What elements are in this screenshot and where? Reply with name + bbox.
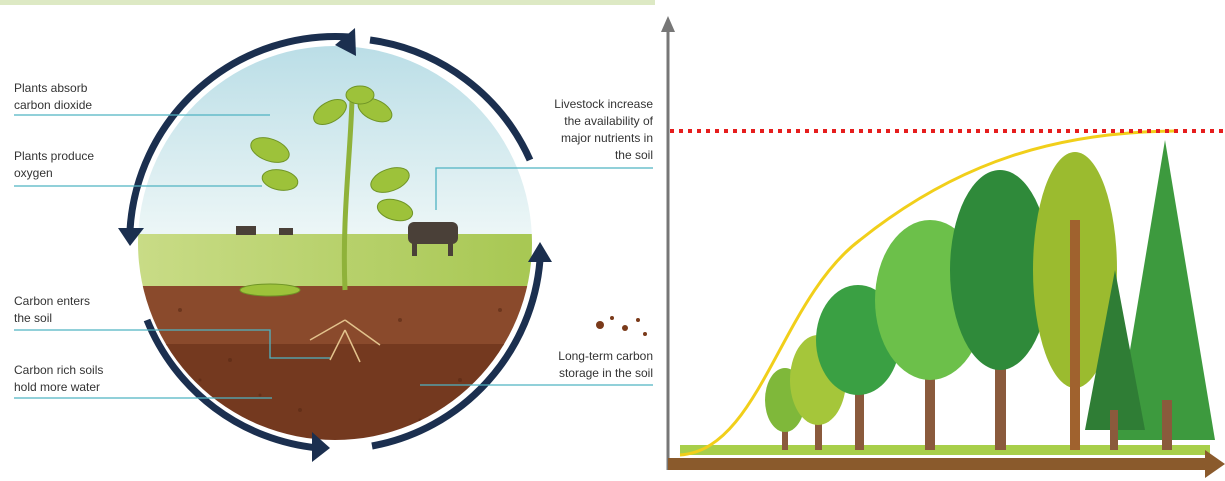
label-line: Carbon rich soils xyxy=(14,363,103,377)
label-line: Plants produce xyxy=(14,149,94,163)
top-bar xyxy=(0,0,655,5)
cycle-arrows xyxy=(118,28,552,462)
label-line: oxygen xyxy=(14,166,53,180)
soil-specks xyxy=(596,316,647,336)
plant xyxy=(236,85,458,363)
label-line: hold more water xyxy=(14,380,100,394)
label-line: major nutrients in xyxy=(561,131,653,145)
label-line: Carbon enters xyxy=(14,294,90,308)
label-line: carbon dioxide xyxy=(14,98,92,112)
label-line: the availability of xyxy=(564,114,653,128)
label-line: Long-term carbon xyxy=(558,349,653,363)
labels: Plants absorb carbon dioxide Plants produc… xyxy=(14,81,654,394)
leader-lines xyxy=(14,114,653,399)
label-line: storage in the soil xyxy=(559,366,653,380)
label-line: Plants absorb xyxy=(14,81,88,95)
label-line: Livestock increase xyxy=(554,97,653,111)
label-line: the soil xyxy=(14,311,52,325)
label-line: the soil xyxy=(615,148,653,162)
growth-illustration xyxy=(661,16,1225,478)
